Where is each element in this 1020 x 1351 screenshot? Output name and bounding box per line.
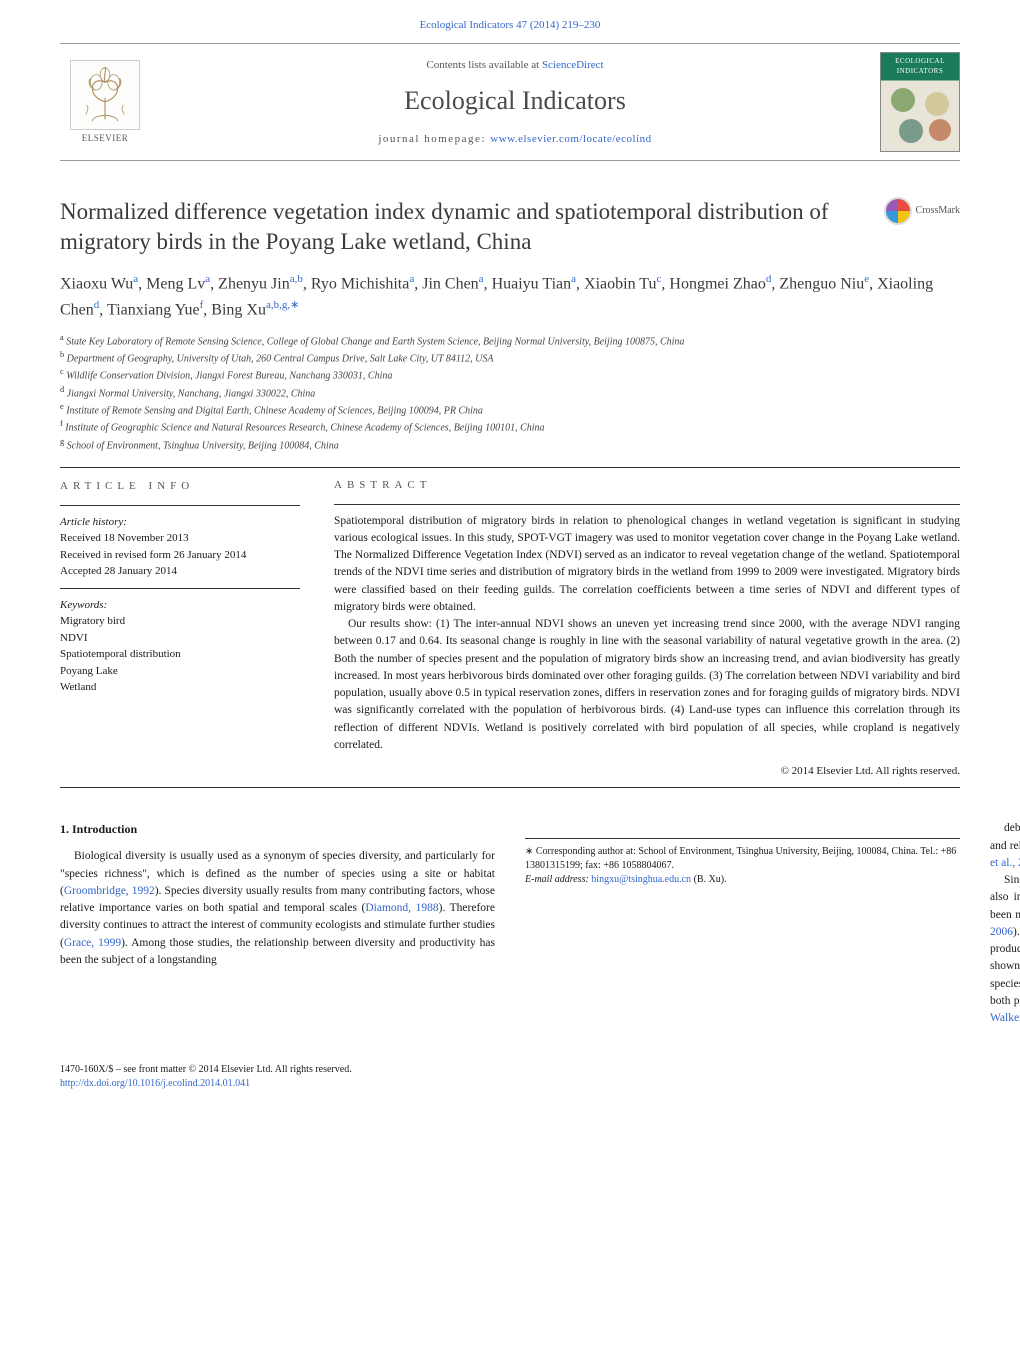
email-link[interactable]: bingxu@tsinghua.edu.cn [591,874,691,885]
history-line: Received in revised form 26 January 2014 [60,547,300,564]
info-heading: ARTICLE INFO [60,478,300,495]
history-line: Received 18 November 2013 [60,530,300,547]
body-paragraph: debate in ecology. The productivity hypo… [990,820,1020,872]
abstract-paragraph: Spatiotemporal distribution of migratory… [334,513,960,617]
history-line: Accepted 28 January 2014 [60,563,300,580]
keywords-label: Keywords: [60,597,300,614]
article-front-matter: Normalized difference vegetation index d… [0,167,1020,788]
affiliation: g School of Environment, Tsinghua Univer… [60,436,960,453]
page-header: Ecological Indicators 47 (2014) 219–230 … [0,0,1020,161]
journal-cover[interactable]: ECOLOGICAL INDICATORS [880,52,960,152]
section-heading: 1. Introduction [60,820,495,838]
divider [60,787,960,788]
affiliation: e Institute of Remote Sensing and Digita… [60,401,960,418]
publisher-block: ELSEVIER [60,60,150,145]
crossmark-badge[interactable]: CrossMark [884,197,960,225]
article-title: Normalized difference vegetation index d… [60,197,864,257]
homepage-line: journal homepage: www.elsevier.com/locat… [160,132,870,147]
history-lines: Received 18 November 2013Received in rev… [60,530,300,580]
contents-list-line: Contents lists available at ScienceDirec… [160,58,870,73]
keyword: Migratory bird [60,613,300,630]
corresponding-author-block: ∗ Corresponding author at: School of Env… [525,838,960,887]
affiliation: c Wildlife Conservation Division, Jiangx… [60,366,960,383]
elsevier-logo[interactable] [70,60,140,130]
masthead-center: Contents lists available at ScienceDirec… [150,58,880,147]
contents-prefix: Contents lists available at [426,59,541,71]
affiliation: d Jiangxi Normal University, Nanchang, J… [60,384,960,401]
info-abstract-row: ARTICLE INFO Article history: Received 1… [60,478,960,779]
affiliation-list: a State Key Laboratory of Remote Sensing… [60,332,960,453]
homepage-label: journal homepage: [378,133,490,145]
divider [60,588,300,589]
publisher-name: ELSEVIER [82,132,129,145]
author-list: Xiaoxu Wua, Meng Lva, Zhenyu Jina,b, Ryo… [60,271,960,322]
elsevier-tree-icon [71,61,139,129]
sciencedirect-link[interactable]: ScienceDirect [542,59,604,71]
body-paragraph: Biological diversity is usually used as … [60,848,495,969]
homepage-link[interactable]: www.elsevier.com/locate/ecolind [490,133,651,145]
article-body: 1. Introduction Biological diversity is … [0,800,1020,1049]
corresponding-text: ∗ Corresponding author at: School of Env… [525,845,960,873]
keyword-list: Migratory birdNDVISpatiotemporal distrib… [60,613,300,696]
history-label: Article history: [60,514,300,531]
corresponding-email-line: E-mail address: bingxu@tsinghua.edu.cn (… [525,873,960,887]
email-suffix: (B. Xu). [694,874,727,885]
doi-link[interactable]: http://dx.doi.org/10.1016/j.ecolind.2014… [60,1078,250,1089]
affiliation: b Department of Geography, University of… [60,349,960,366]
spacer [60,969,495,1049]
abstract-paragraph: Our results show: (1) The inter-annual N… [334,616,960,754]
copyright-line: © 2014 Elsevier Ltd. All rights reserved… [334,764,960,779]
abstract-heading: ABSTRACT [334,478,960,493]
journal-name: Ecological Indicators [160,83,870,119]
divider [334,504,960,505]
keyword: Poyang Lake [60,663,300,680]
abstract: ABSTRACT Spatiotemporal distribution of … [334,478,960,779]
citation[interactable]: Ecological Indicators 47 (2014) 219–230 [60,18,960,33]
divider [60,505,300,506]
crossmark-label: CrossMark [916,204,960,218]
crossmark-icon [884,197,912,225]
article-footer: 1470-160X/$ – see front matter © 2014 El… [0,1049,1020,1121]
divider [60,467,960,468]
footer-line: 1470-160X/$ – see front matter © 2014 El… [60,1063,960,1077]
body-paragraph: Since the quantity of consumer individua… [990,872,1020,1027]
cover-title: ECOLOGICAL INDICATORS [881,53,959,77]
masthead: ELSEVIER Contents lists available at Sci… [60,43,960,161]
keyword: Spatiotemporal distribution [60,646,300,663]
cover-art [889,88,951,143]
affiliation: f Institute of Geographic Science and Na… [60,418,960,435]
keyword: NDVI [60,630,300,647]
email-label: E-mail address: [525,874,589,885]
affiliation: a State Key Laboratory of Remote Sensing… [60,332,960,349]
abstract-text: Spatiotemporal distribution of migratory… [334,513,960,755]
keyword: Wetland [60,679,300,696]
article-info: ARTICLE INFO Article history: Received 1… [60,478,300,779]
